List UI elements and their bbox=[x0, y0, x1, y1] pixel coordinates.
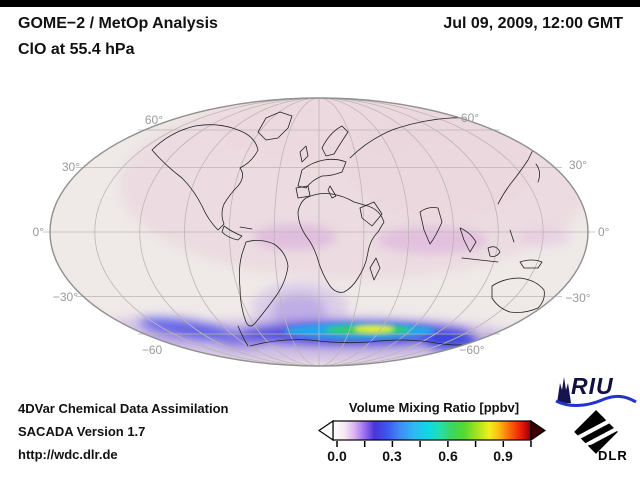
riu-cathedral-icon bbox=[557, 377, 571, 403]
colorbar-tick-label-1: 0.3 bbox=[382, 448, 402, 464]
page-subtitle: ClO at 55.4 hPa bbox=[18, 41, 135, 58]
lat-label-right--30: −30° bbox=[565, 291, 590, 305]
lat-label-left-0: 0° bbox=[33, 225, 45, 239]
colorbar-right-arrow bbox=[530, 419, 547, 442]
riu-logo: RIU bbox=[554, 373, 638, 409]
footer-assimilation-label: 4DVar Chemical Data Assimilation bbox=[18, 401, 229, 416]
footer-url: http://wdc.dlr.de bbox=[18, 447, 118, 462]
colorbar-ticks bbox=[336, 441, 532, 447]
lat-label-left--60: −60 bbox=[142, 343, 163, 357]
colorbar-tick-label-2: 0.6 bbox=[438, 448, 458, 464]
colorbar-tick-label-0: 0.0 bbox=[327, 448, 347, 464]
dlr-logo: DLR bbox=[564, 408, 634, 470]
dlr-logo-text: DLR bbox=[598, 448, 628, 463]
colorbar-left-arrow bbox=[317, 419, 334, 442]
lat-label-left-60: 60° bbox=[145, 113, 163, 127]
latitude-labels: 60° 30° 0° −30° −60 60° 30° 0° −30° −60° bbox=[33, 111, 610, 357]
colorbar bbox=[317, 419, 547, 448]
riu-swoosh-icon bbox=[555, 394, 637, 407]
lat-label-right--60: −60° bbox=[459, 343, 484, 357]
page-title: GOME−2 / MetOp Analysis bbox=[18, 15, 218, 32]
colorbar-tick-label-3: 0.9 bbox=[493, 448, 513, 464]
top-black-bar bbox=[0, 0, 640, 7]
footer-version-label: SACADA Version 1.7 bbox=[18, 424, 146, 439]
riu-logo-text: RIU bbox=[571, 373, 614, 399]
lat-label-right-30: 30° bbox=[569, 158, 587, 172]
colorbar-title: Volume Mixing Ratio [ppbv] bbox=[348, 400, 520, 415]
lat-label-right-0: 0° bbox=[598, 225, 610, 239]
lat-label-right-60: 60° bbox=[461, 111, 479, 125]
lat-label-left-30: 30° bbox=[62, 160, 80, 174]
timestamp: Jul 09, 2009, 12:00 GMT bbox=[443, 15, 623, 32]
globe-outline bbox=[49, 97, 589, 367]
coastlines bbox=[151, 111, 565, 347]
graticule bbox=[43, 97, 595, 367]
lat-label-left--30: −30° bbox=[53, 290, 78, 304]
colorbar-gradient bbox=[317, 419, 547, 447]
dlr-emblem-icon bbox=[570, 410, 622, 456]
